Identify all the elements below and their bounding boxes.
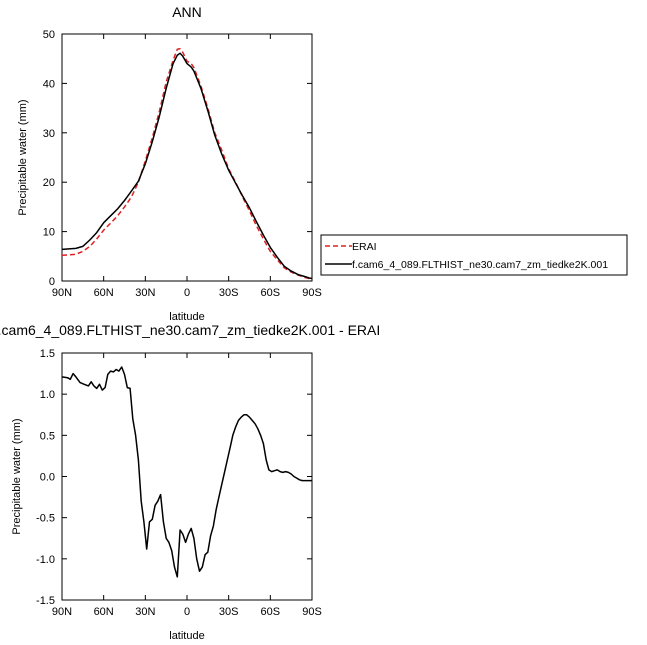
bottom-xtick-label: 60S bbox=[261, 606, 281, 618]
top-xtick-label: 0 bbox=[184, 287, 190, 299]
bottom-ytick-label: 0.0 bbox=[40, 472, 55, 484]
bottom-ytick-label: -0.5 bbox=[36, 513, 55, 525]
legend-label-erai: ERAI bbox=[352, 241, 377, 253]
bottom-panel: f.cam6_4_089.FLTHIST_ne30.cam7_zm_tiedke… bbox=[0, 322, 380, 642]
bottom-chart-title: f.cam6_4_089.FLTHIST_ne30.cam7_zm_tiedke… bbox=[0, 322, 380, 338]
bottom-xtick-label: 30S bbox=[219, 606, 239, 618]
top-xtick-label: 60N bbox=[94, 287, 114, 299]
bottom-xtick-label: 30N bbox=[135, 606, 155, 618]
top-xtick-label: 30N bbox=[135, 287, 155, 299]
top-ytick-label: 50 bbox=[43, 29, 55, 41]
bottom-xtick-label: 60N bbox=[94, 606, 114, 618]
top-ytick-label: 10 bbox=[43, 227, 55, 239]
bottom-ytick-label: 1.0 bbox=[40, 389, 55, 401]
top-chart-title: ANN bbox=[172, 4, 202, 20]
top-ytick-label: 20 bbox=[43, 177, 55, 189]
bottom-series-line-0 bbox=[61, 366, 312, 578]
bottom-ytick-label: -1.5 bbox=[36, 595, 55, 607]
top-xtick-label: 30S bbox=[219, 287, 239, 299]
top-xtick-label: 60S bbox=[261, 287, 281, 299]
top-x-axis-label: latitude bbox=[169, 311, 204, 323]
legend-label-model: f.cam6_4_089.FLTHIST_ne30.cam7_zm_tiedke… bbox=[352, 259, 608, 271]
bottom-xtick-label: 0 bbox=[184, 606, 190, 618]
bottom-ytick-label: -1.0 bbox=[36, 554, 55, 566]
bottom-ytick-label: 0.5 bbox=[40, 430, 55, 442]
top-xtick-label: 90N bbox=[52, 287, 72, 299]
top-ytick-label: 30 bbox=[43, 128, 55, 140]
legend: ERAI f.cam6_4_089.FLTHIST_ne30.cam7_zm_t… bbox=[320, 234, 628, 276]
top-series-line-0 bbox=[61, 48, 312, 280]
bottom-ytick-label: 1.5 bbox=[40, 348, 55, 360]
top-series-group bbox=[61, 48, 313, 280]
top-ytick-label: 0 bbox=[49, 276, 55, 288]
legend-box bbox=[320, 234, 628, 276]
bottom-plot-frame bbox=[61, 352, 313, 601]
top-xtick-label: 90S bbox=[302, 287, 322, 299]
bottom-xtick-label: 90N bbox=[52, 606, 72, 618]
bottom-ticks-group: 90N 60N 30N 0 30S 60S 90S -1.5 -1.0 -0.5 0.0 0.5 1.0… bbox=[36, 348, 322, 618]
bottom-series-group bbox=[61, 366, 312, 578]
bottom-y-axis-label: Precipitable water (mm) bbox=[11, 418, 23, 534]
top-ticks-group: 90N 60N 30N 0 30S 60S 90S 0 10 20 30 40 50 bbox=[43, 29, 322, 299]
top-y-axis-label: Precipitable water (mm) bbox=[17, 99, 29, 215]
top-plot-frame bbox=[61, 33, 313, 282]
top-ytick-label: 40 bbox=[43, 78, 55, 90]
top-series-line-1 bbox=[61, 52, 313, 280]
bottom-xtick-label: 90S bbox=[302, 606, 322, 618]
top-panel: ANN 90N 60N 30N 0 30S 60S 90S 0 10 20 30 40 50 latit… bbox=[17, 4, 322, 323]
bottom-x-axis-label: latitude bbox=[169, 630, 204, 642]
